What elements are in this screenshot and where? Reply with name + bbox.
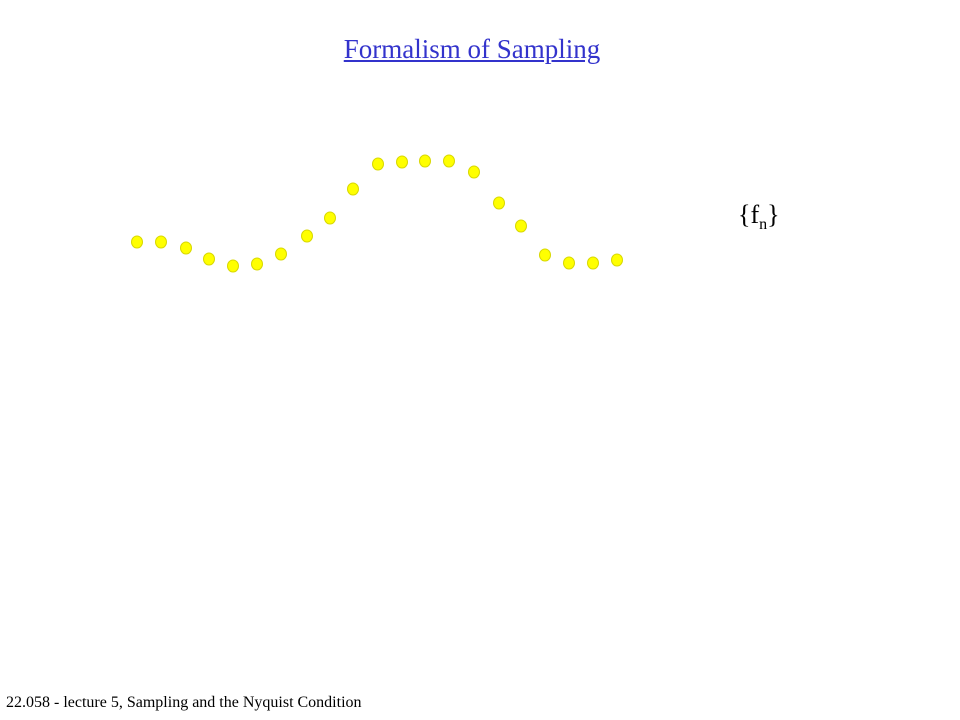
sample-dot [493,196,505,210]
sample-dot [131,235,143,249]
label-subscript: n [759,216,768,233]
label-close: } [767,200,780,229]
sample-dot [563,256,575,270]
slide-title: Formalism of Sampling [343,34,601,64]
sample-dot [180,241,192,255]
sample-dot [587,256,599,270]
sample-dot [539,248,551,262]
slide-footer: 22.058 - lecture 5, Sampling and the Nyq… [6,694,362,711]
sample-dot [227,259,239,273]
sample-dot [443,154,455,168]
sample-dot [251,257,263,271]
sequence-label: {fn} [738,200,780,234]
label-base: {f [738,200,760,229]
sample-dot [515,219,527,233]
sample-dot [419,154,431,168]
sample-dot [372,157,384,171]
sample-dot [396,155,408,169]
sample-dot [275,247,287,261]
sample-dot [301,229,313,243]
sample-dot [468,165,480,179]
sample-dot [347,182,359,196]
sample-dot [155,235,167,249]
sample-dot [611,253,623,267]
sample-dot [324,211,336,225]
sample-dot [203,252,215,266]
